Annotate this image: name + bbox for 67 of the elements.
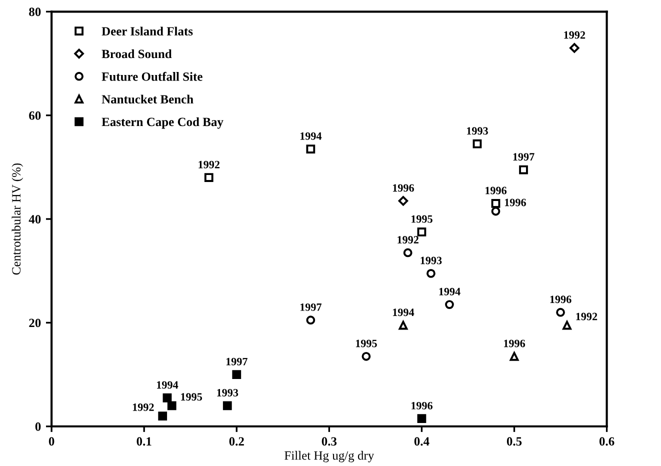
y-tick-label: 20 [29,318,41,328]
annotation: 1992 [564,31,586,39]
legend-label: Eastern Cape Cod Bay [102,117,224,129]
annotation: 1997 [513,153,534,161]
annotation: 1992 [132,404,154,411]
point [570,43,580,53]
annotation: 1995 [181,393,202,401]
point [491,206,500,216]
point [162,393,172,402]
annotation: 1997 [226,358,248,366]
point [510,352,519,361]
point [491,199,500,208]
annotation: 1993 [217,388,238,396]
point [445,300,454,310]
y-axis-title: Centrotubular HV (%) [12,163,24,275]
annotation: 1992 [398,236,418,244]
point [232,370,242,379]
point [167,401,176,410]
annotation: 1992 [576,312,598,320]
point [562,320,572,330]
annotation: 1993 [420,256,442,264]
point [472,139,482,148]
point [158,412,168,420]
point [204,173,214,182]
point [222,401,232,410]
point [426,269,436,278]
annotation: 1994 [300,132,322,140]
annotation: 1996 [504,340,526,348]
annotation: 1993 [467,127,488,135]
y-tick-label: 60 [29,111,41,120]
legend-label: Deer Island Flats [102,26,193,36]
y-tick-label: 40 [28,215,41,224]
point [519,165,528,174]
legend-label: Nantucket Bench [102,94,194,104]
x-tick-label: 0.4 [414,437,430,446]
legend-label: Broad Sound [102,49,172,58]
annotation: 1992 [198,160,220,168]
point [306,144,316,154]
annotation: 1996 [392,184,414,192]
point [403,248,412,258]
point [556,308,565,317]
annotation: 1996 [504,198,526,206]
annotation: 1994 [439,288,460,296]
annotation: 1995 [411,215,432,223]
annotation: 1995 [356,340,377,348]
point [398,196,408,206]
point [417,414,426,424]
x-tick-label: 0.3 [322,437,337,446]
point [398,320,408,330]
y-tick-label: 80 [29,8,41,16]
annotation: 1994 [157,381,178,389]
point [417,228,426,236]
point [306,316,316,325]
x-tick-label: 0.1 [136,437,152,446]
annotation: 1994 [392,308,414,316]
legend-label: Future Outfall Site [102,72,202,81]
x-tick-label: 0.2 [229,437,244,446]
x-tick-label: 0.6 [599,437,614,446]
x-tick-label: 0.5 [506,437,522,446]
point [362,352,371,361]
annotation: 1996 [550,296,572,304]
annotation: 1997 [300,303,322,311]
y-tick-label: 0 [35,422,41,431]
annotation: 1996 [486,186,507,194]
x-tick-label: 0 [48,437,54,446]
x-axis-title: Fillet Hg ug/g dry [284,450,374,462]
annotation: 1996 [411,402,433,410]
